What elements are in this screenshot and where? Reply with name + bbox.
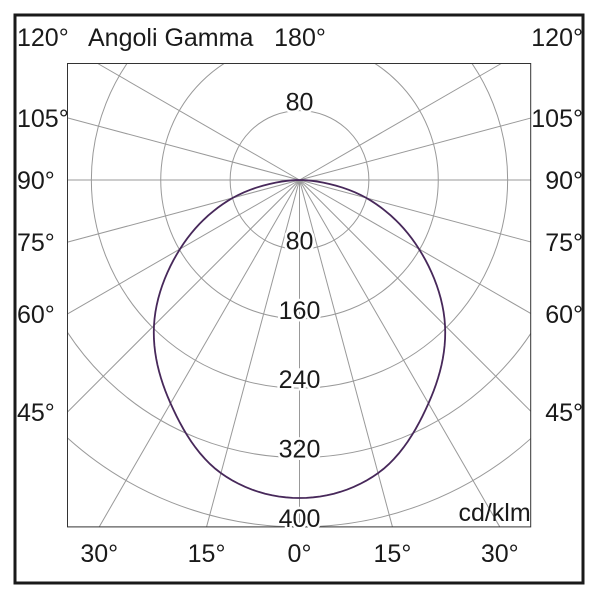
- svg-text:120°: 120°: [17, 24, 69, 52]
- svg-text:160: 160: [279, 297, 321, 325]
- svg-text:80: 80: [286, 89, 314, 117]
- svg-text:Angoli Gamma: Angoli Gamma: [88, 24, 253, 52]
- svg-text:60°: 60°: [17, 301, 55, 329]
- svg-text:90°: 90°: [545, 167, 583, 195]
- svg-text:45°: 45°: [545, 399, 583, 427]
- svg-text:15°: 15°: [374, 540, 412, 568]
- svg-text:cd/klm: cd/klm: [458, 499, 530, 527]
- svg-text:105°: 105°: [531, 105, 583, 133]
- svg-text:105°: 105°: [17, 105, 69, 133]
- svg-text:90°: 90°: [17, 167, 55, 195]
- svg-text:80: 80: [286, 227, 314, 255]
- svg-text:30°: 30°: [80, 540, 118, 568]
- svg-text:320: 320: [279, 436, 321, 464]
- svg-text:240: 240: [279, 366, 321, 394]
- svg-text:60°: 60°: [545, 301, 583, 329]
- svg-text:30°: 30°: [481, 540, 519, 568]
- svg-text:15°: 15°: [188, 540, 226, 568]
- svg-text:75°: 75°: [17, 229, 55, 257]
- svg-text:0°: 0°: [288, 540, 312, 568]
- svg-text:180°: 180°: [274, 24, 326, 52]
- svg-text:45°: 45°: [17, 399, 55, 427]
- svg-text:400: 400: [279, 505, 321, 533]
- svg-text:120°: 120°: [531, 24, 583, 52]
- svg-text:75°: 75°: [545, 229, 583, 257]
